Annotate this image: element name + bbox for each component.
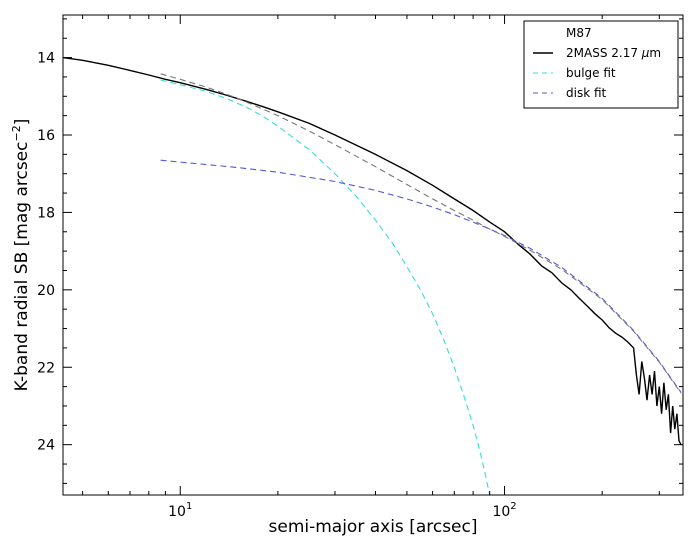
series-line-2mass-2-17-m	[63, 56, 682, 446]
y-tick-label: 18	[37, 205, 55, 221]
legend-entry-label-part: m	[649, 46, 661, 60]
x-tick-label: 101	[168, 501, 192, 520]
legend-entry-label: disk fit	[566, 86, 607, 100]
legend-title: M87	[566, 26, 592, 40]
legend-entries: 2MASS 2.17 μm bulge fit disk fit	[533, 46, 661, 100]
series-line-combined-fit	[160, 73, 682, 394]
series-line-bulge-fit	[160, 79, 491, 495]
series-line-disk-fit	[160, 159, 682, 393]
y-axis-label: K-band radial SB [mag arcsec−2]	[10, 119, 32, 392]
legend-entry-label: bulge fit	[566, 66, 616, 80]
y-tick-label: 20	[37, 283, 55, 299]
x-tick-base: 10	[492, 504, 510, 520]
y-tick-label: 14	[37, 51, 55, 67]
y-tick-label: 24	[37, 438, 55, 454]
y-tick-label: 22	[37, 360, 55, 376]
x-tick-label: 102	[492, 501, 516, 520]
x-tick-exponent: 2	[510, 501, 516, 512]
legend-entry-label-part: μ	[641, 46, 650, 60]
x-tick-base: 10	[168, 504, 186, 520]
y-axis-label-exponent: −2	[10, 125, 23, 141]
y-tick-label: 16	[37, 128, 55, 144]
y-axis-label-main: K-band radial SB [mag arcsec	[12, 142, 32, 392]
series-layer	[63, 56, 682, 495]
legend-entry-label-part: 2MASS 2.17	[566, 46, 642, 60]
legend-box	[523, 20, 679, 109]
y-axis-label-close: ]	[12, 119, 32, 126]
legend: M87 2MASS 2.17 μm bulge fit disk fit	[523, 20, 679, 109]
legend-entry-label: 2MASS 2.17 μm	[566, 46, 661, 60]
x-axis-label: semi-major axis [arcsec]	[269, 517, 478, 537]
plot-frame	[62, 14, 684, 496]
x-tick-exponent: 1	[186, 501, 192, 512]
